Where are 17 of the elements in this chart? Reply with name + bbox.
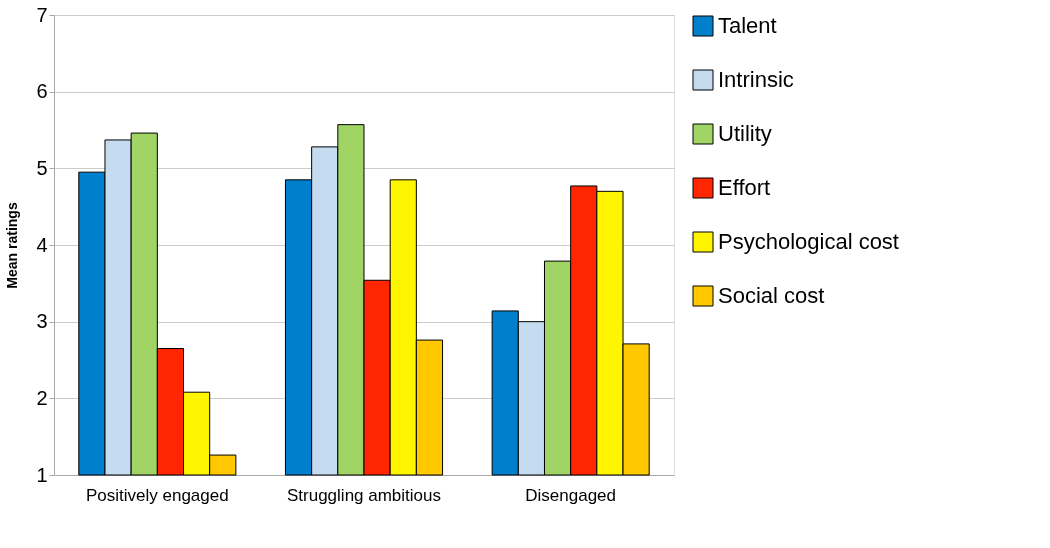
y-tick-label: 5: [36, 156, 48, 179]
legend-label: Social cost: [718, 283, 825, 308]
y-tick-label: 7: [36, 3, 48, 26]
x-tick-label: Positively engaged: [85, 485, 229, 505]
legend-label: Utility: [718, 121, 772, 146]
y-tick-label: 3: [36, 310, 48, 333]
y-tick-label: 6: [36, 80, 48, 103]
x-tick-label: Struggling ambitious: [286, 485, 442, 505]
x-tick-label: Disengaged: [525, 485, 617, 505]
legend-label: Effort: [718, 175, 771, 200]
y-tick-label: 4: [36, 233, 48, 256]
legend-label: Talent: [718, 13, 777, 38]
y-tick-label: 1: [36, 463, 48, 486]
y-axis-title: Mean ratings: [4, 202, 21, 289]
legend-label: Intrinsic: [718, 67, 794, 92]
y-tick-label: 2: [36, 386, 48, 409]
legend-label: Psychological cost: [718, 229, 899, 254]
